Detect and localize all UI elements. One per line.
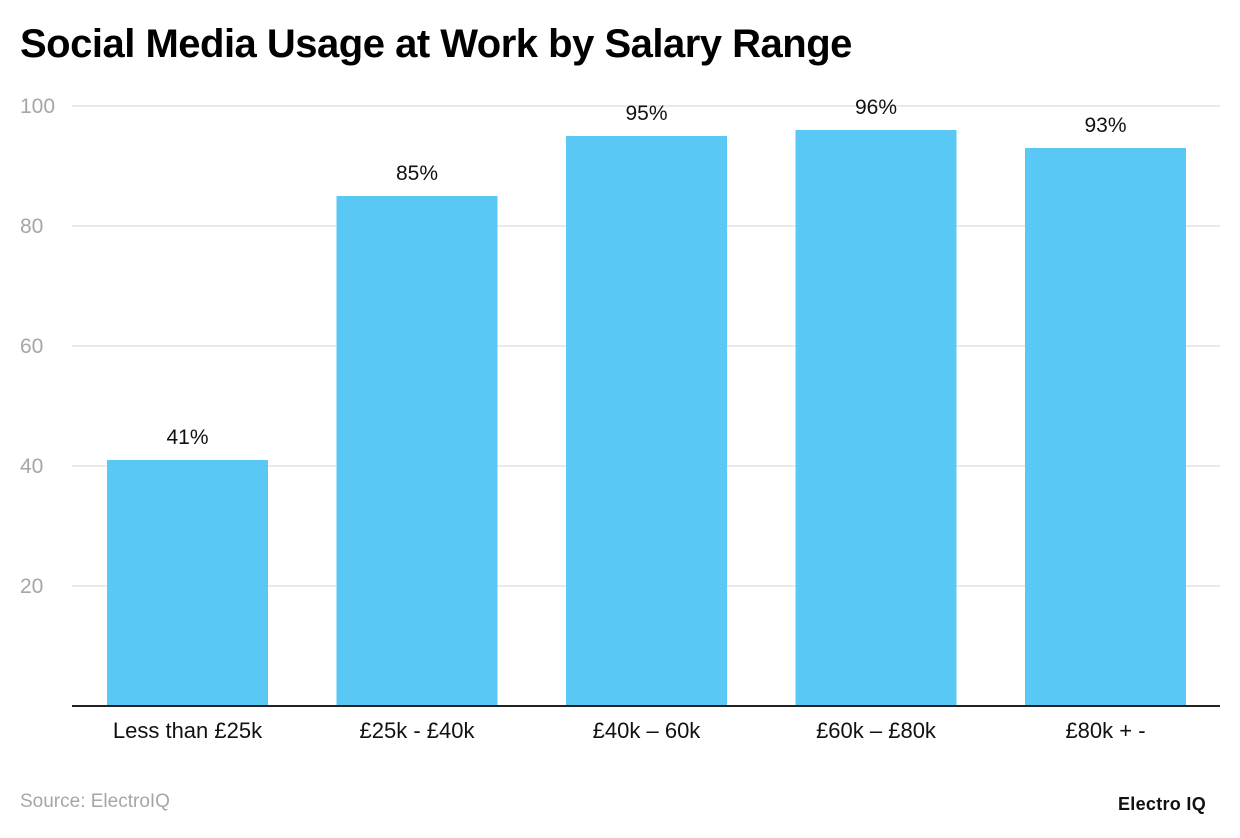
bar [566, 136, 727, 706]
x-tick-label: Less than £25k [113, 718, 263, 743]
y-tick-label: 80 [20, 215, 43, 238]
x-tick-label: £40k – 60k [593, 718, 702, 743]
bar [795, 130, 957, 706]
data-label: 41% [166, 426, 208, 449]
bar [107, 460, 268, 706]
data-label: 85% [396, 162, 438, 185]
x-tick-label: £60k – £80k [816, 718, 937, 743]
data-label: 93% [1084, 114, 1126, 137]
x-tick-label: £25k - £40k [360, 718, 476, 743]
brand-logo: Electro IQ [1117, 794, 1206, 814]
bar [336, 196, 498, 706]
source-note: Source: ElectroIQ [20, 791, 170, 812]
y-tick-label: 20 [20, 575, 43, 598]
bar [1025, 148, 1186, 706]
chart-title: Social Media Usage at Work by Salary Ran… [20, 22, 852, 66]
data-label: 96% [855, 96, 897, 119]
y-tick-label: 100 [20, 95, 55, 118]
x-tick-label: £80k + - [1065, 718, 1145, 743]
y-tick-label: 60 [20, 335, 43, 358]
data-label: 95% [625, 102, 667, 125]
y-tick-label: 40 [20, 455, 43, 478]
